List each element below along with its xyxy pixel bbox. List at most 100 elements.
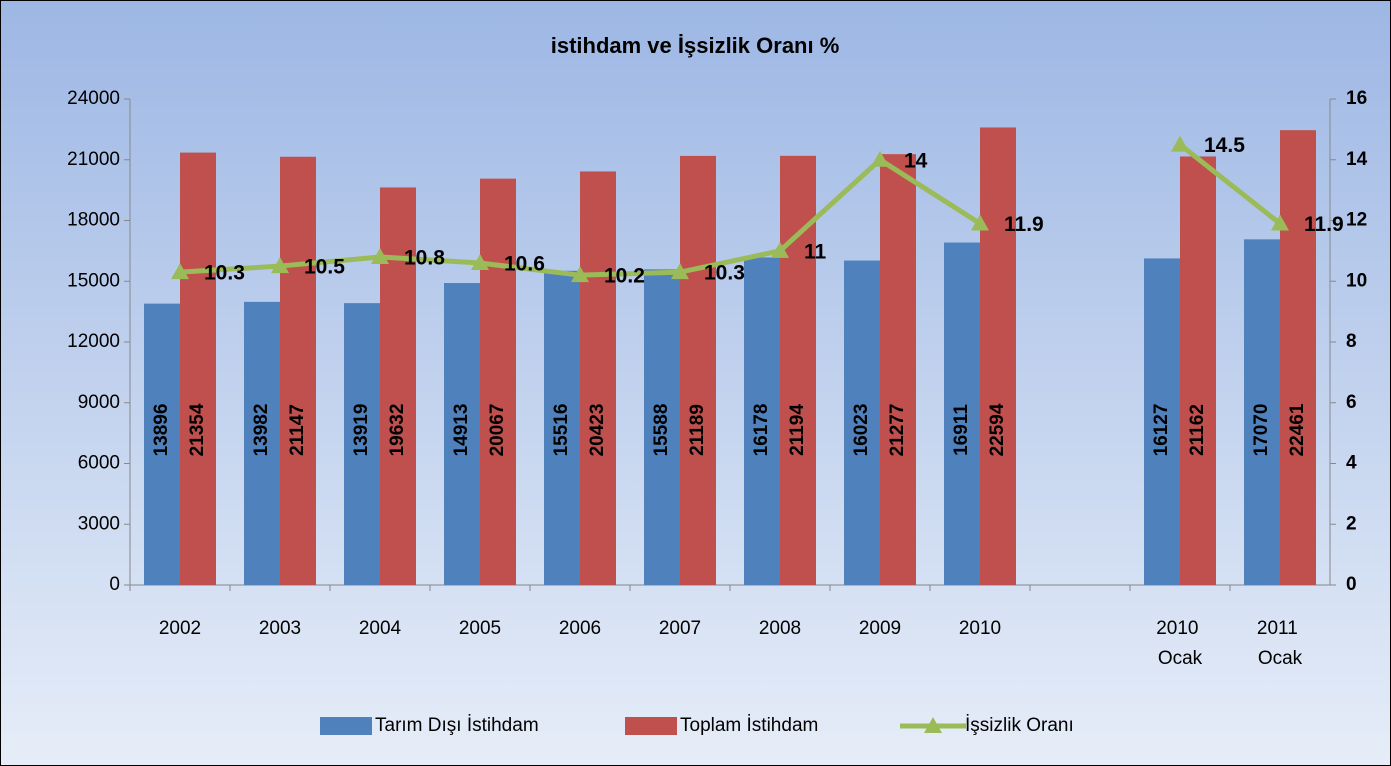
bar-value-label: 17070 xyxy=(1251,404,1272,457)
bar-value-label: 14913 xyxy=(451,404,472,457)
legend-swatch xyxy=(625,717,677,735)
x-tick-label: 2008 xyxy=(759,618,801,639)
bar xyxy=(144,303,180,585)
line-marker xyxy=(971,214,989,231)
bar-value-label: 16178 xyxy=(751,404,772,457)
x-tick-label: 2006 xyxy=(559,618,601,639)
bar xyxy=(880,154,916,585)
bar xyxy=(944,242,980,585)
chart-title: istihdam ve İşsizlik Oranı % xyxy=(551,33,840,58)
bar-value-label: 15588 xyxy=(651,404,672,457)
line-value-label: 11.9 xyxy=(1304,213,1344,236)
bar-value-label: 21277 xyxy=(887,404,908,457)
bar-value-label: 16911 xyxy=(951,404,972,456)
bar-value-label: 22461 xyxy=(1287,403,1308,456)
x-tick-label: 2005 xyxy=(459,618,501,639)
legend-label: Tarım Dışı İstihdam xyxy=(375,715,539,736)
line-marker xyxy=(1271,214,1289,231)
y-tick-label: 24000 xyxy=(67,88,120,109)
y-tick-label: 18000 xyxy=(67,210,120,231)
line-value-label: 14 xyxy=(904,149,928,172)
bar xyxy=(280,156,316,585)
y-tick-label: 21000 xyxy=(67,149,120,170)
bar-value-label: 21194 xyxy=(787,404,808,456)
x-tick-label: 2009 xyxy=(859,618,901,639)
bar xyxy=(480,178,516,585)
y2-tick-label: 4 xyxy=(1346,453,1357,474)
y-tick-label: 0 xyxy=(109,574,120,595)
bar-value-label: 21147 xyxy=(287,404,308,456)
bar xyxy=(1180,156,1216,586)
bar-value-label: 15516 xyxy=(551,404,572,457)
x-tick-label: 2011 Ocak xyxy=(1257,618,1303,669)
y-tick-label: 12000 xyxy=(67,331,120,352)
line-marker xyxy=(1171,135,1189,152)
line-marker xyxy=(471,254,489,271)
line-value-label: 11 xyxy=(804,240,827,263)
bar xyxy=(180,152,216,586)
bar xyxy=(744,257,780,585)
x-tick-label: 2010 Ocak xyxy=(1156,618,1204,669)
bar xyxy=(380,187,416,585)
line-marker xyxy=(671,263,689,280)
bar xyxy=(844,260,880,585)
bar-value-label: 16127 xyxy=(1151,404,1172,457)
line-marker xyxy=(271,257,289,274)
bar xyxy=(1280,130,1316,586)
line-value-label: 10.3 xyxy=(704,262,745,285)
x-tick-label: 2004 xyxy=(359,618,402,639)
x-tick-label: 2002 xyxy=(159,618,201,639)
line-value-label: 14.5 xyxy=(1204,134,1245,157)
bar xyxy=(644,269,680,585)
bar-value-label: 19632 xyxy=(387,404,408,457)
y2-tick-label: 0 xyxy=(1346,574,1357,595)
x-tick-label: 2003 xyxy=(259,618,301,639)
y2-tick-label: 2 xyxy=(1346,513,1357,534)
bar xyxy=(544,270,580,585)
legend-label: İşsizlik Oranı xyxy=(965,715,1074,736)
bar xyxy=(1144,258,1180,585)
y2-tick-label: 12 xyxy=(1346,210,1367,231)
line-value-label: 10.2 xyxy=(604,265,645,288)
line-value-label: 11.9 xyxy=(1004,213,1044,236)
y2-tick-label: 16 xyxy=(1346,88,1367,109)
y-tick-label: 9000 xyxy=(78,392,120,413)
bar xyxy=(980,127,1016,585)
line-value-label: 10.5 xyxy=(304,256,345,279)
y2-tick-label: 8 xyxy=(1346,331,1357,352)
bar-value-label: 21162 xyxy=(1187,404,1208,456)
legend-swatch xyxy=(320,717,372,735)
line-marker xyxy=(571,266,589,283)
line-marker xyxy=(371,247,389,264)
bar xyxy=(780,155,816,585)
line-marker xyxy=(871,150,889,167)
legend-marker xyxy=(924,717,942,733)
bar xyxy=(244,301,280,585)
bar-value-label: 16023 xyxy=(851,404,872,457)
line-value-label: 10.3 xyxy=(204,262,245,285)
bar-value-label: 13896 xyxy=(151,404,172,457)
bar xyxy=(1244,239,1280,585)
bar-value-label: 21354 xyxy=(187,403,208,456)
line-marker xyxy=(171,263,189,280)
x-tick-label: 2007 xyxy=(659,618,701,639)
y2-tick-label: 10 xyxy=(1346,270,1367,291)
y-tick-label: 15000 xyxy=(67,270,120,291)
legend-label: Toplam İstihdam xyxy=(680,715,818,736)
bar-value-label: 22594 xyxy=(987,403,1008,456)
bar-value-label: 20067 xyxy=(487,404,508,457)
y-tick-label: 6000 xyxy=(78,453,120,474)
line-marker xyxy=(771,241,789,258)
y2-tick-label: 14 xyxy=(1346,149,1368,170)
bar-value-label: 21189 xyxy=(687,404,708,456)
bar-value-label: 20423 xyxy=(587,404,608,457)
y2-tick-label: 6 xyxy=(1346,392,1357,413)
bar xyxy=(680,155,716,586)
bar xyxy=(444,283,480,585)
bar-value-label: 13982 xyxy=(251,404,272,457)
x-tick-label: 2010 xyxy=(959,618,1001,639)
line-value-label: 10.6 xyxy=(504,253,545,276)
bar xyxy=(344,303,380,585)
line-value-label: 10.8 xyxy=(404,246,445,269)
